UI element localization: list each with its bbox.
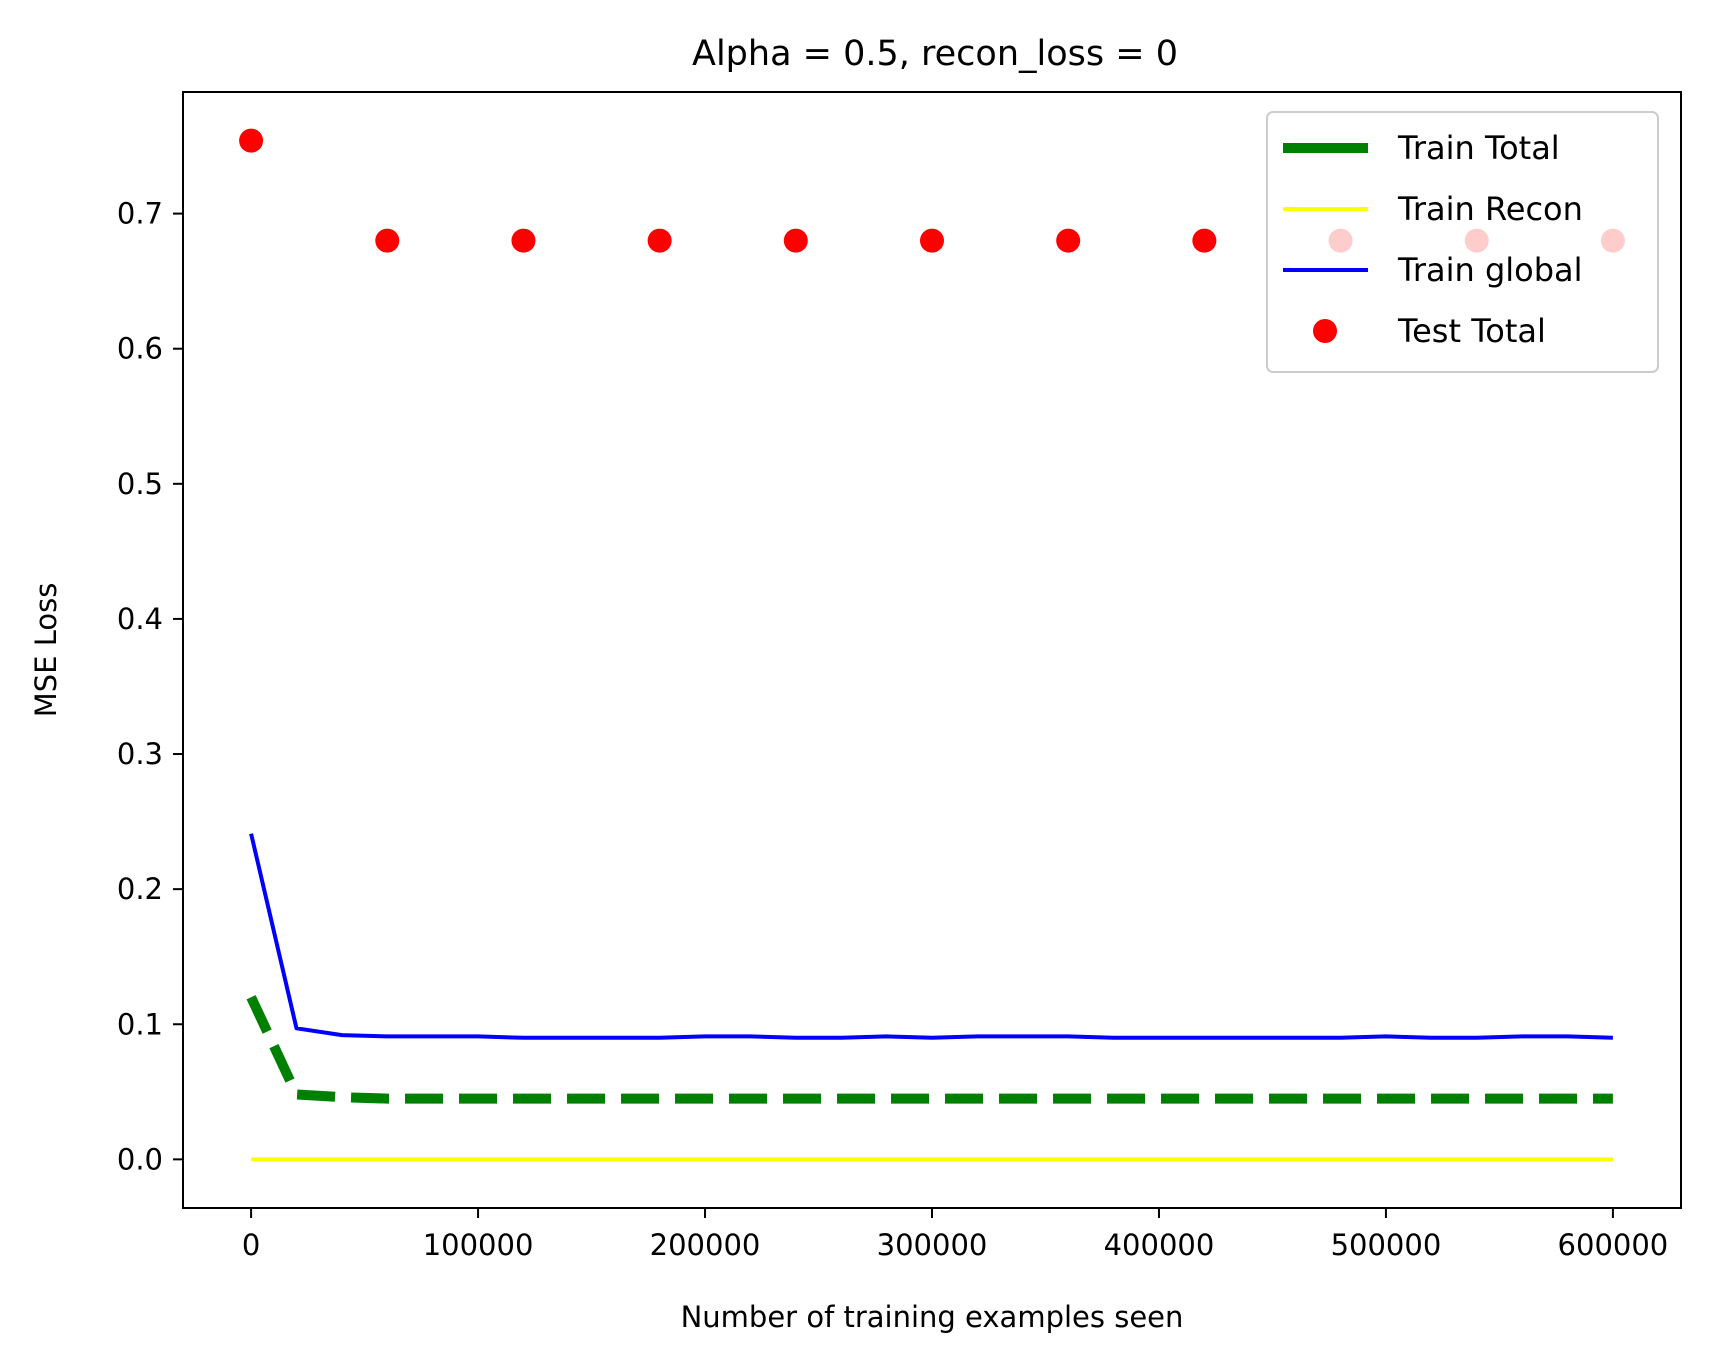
y-axis-label: MSE Loss [29, 583, 63, 718]
legend-box [1266, 111, 1659, 373]
x-tick-label: 100000 [423, 1228, 534, 1262]
x-tick-label: 200000 [650, 1228, 761, 1262]
series-test-total-point [647, 228, 672, 253]
series-test-total-point [239, 128, 264, 153]
y-axis-ticks: 0.0 0.1 0.2 0.3 0.4 0.5 0.6 0.7 [117, 197, 183, 1176]
y-tick-label: 0.6 [117, 332, 163, 366]
legend-marker-test-total [1313, 319, 1337, 343]
y-tick-label: 0.7 [117, 197, 163, 231]
series-train-total-line [246, 995, 1613, 1104]
series-test-total-point [375, 228, 400, 253]
x-tick-label: 500000 [1331, 1228, 1442, 1262]
x-tick-label: 0 [242, 1228, 260, 1262]
legend-entries: Train Total Train Recon Train global Test T… [1283, 129, 1583, 350]
series-test-total-point [1192, 228, 1217, 253]
x-tick-label: 400000 [1104, 1228, 1215, 1262]
x-axis-ticks: 0 100000 200000 300000 400000 500000 600000 [242, 1208, 1668, 1262]
legend-label-train-total: Train Total [1397, 129, 1560, 167]
legend-label-train-global: Train global [1397, 251, 1583, 289]
x-axis-label: Number of training examples seen [681, 1300, 1184, 1334]
y-tick-label: 0.1 [117, 1007, 163, 1041]
series-train-global-line [249, 833, 1613, 1040]
legend-label-test-total: Test Total [1397, 312, 1546, 350]
x-tick-label: 600000 [1558, 1228, 1669, 1262]
series-test-total-point [920, 228, 944, 253]
x-tick-label: 300000 [877, 1228, 988, 1262]
series-test-total-point [511, 228, 536, 253]
y-tick-label: 0.0 [117, 1142, 163, 1176]
y-tick-label: 0.4 [117, 602, 163, 636]
y-tick-label: 0.3 [117, 737, 163, 771]
y-tick-label: 0.5 [117, 467, 163, 501]
series-test-total-point [783, 228, 808, 253]
legend-label-train-recon: Train Recon [1397, 190, 1583, 228]
chart-title: Alpha = 0.5, recon_loss = 0 [692, 34, 1178, 74]
y-tick-label: 0.2 [117, 872, 163, 906]
series-test-total-point [1056, 228, 1081, 253]
legend: Train Total Train Recon Train global Test T… [1266, 111, 1659, 373]
